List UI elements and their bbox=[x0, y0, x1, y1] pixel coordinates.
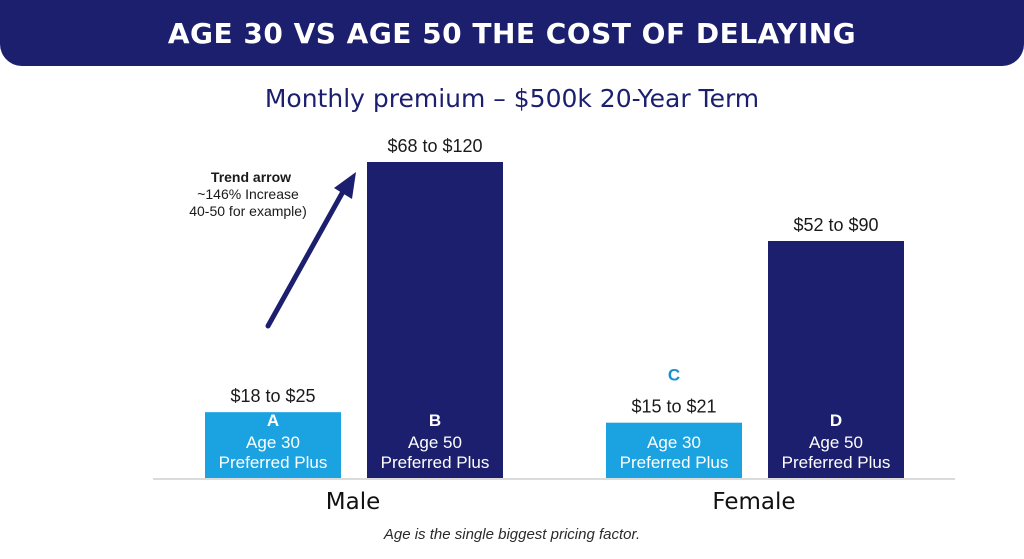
annotation-line: ~146% Increase bbox=[197, 186, 299, 202]
bar-label-age: Age 50 bbox=[408, 433, 462, 452]
bar-label-class: Preferred Plus bbox=[620, 453, 729, 472]
group-label-female: Female bbox=[712, 489, 795, 515]
bar-d bbox=[768, 241, 904, 478]
data-label-b: $68 to $120 bbox=[387, 136, 482, 156]
bar-label-class: Preferred Plus bbox=[219, 453, 328, 472]
bar-letter-b: B bbox=[429, 411, 441, 430]
bar-letter-a: A bbox=[267, 411, 279, 430]
trend-arrow-shaft bbox=[265, 185, 348, 329]
trend-arrow-head bbox=[334, 172, 356, 199]
annotation-title: Trend arrow bbox=[211, 169, 291, 185]
bar-label-age: Age 30 bbox=[647, 433, 701, 452]
data-label-c: $15 to $21 bbox=[631, 397, 716, 417]
bar-letter-d: D bbox=[830, 411, 842, 430]
bar-label-age: Age 50 bbox=[809, 433, 863, 452]
bar-c bbox=[606, 422, 742, 478]
chart-subtitle: Monthly premium – $500k 20-Year Term bbox=[264, 84, 760, 113]
bar-letter-c: C bbox=[668, 366, 680, 385]
data-label-a: $18 to $25 bbox=[230, 386, 315, 406]
page-title: AGE 30 VS AGE 50 THE COST OF DELAYING bbox=[167, 16, 857, 50]
footer-caption: Age is the single biggest pricing factor… bbox=[383, 526, 641, 543]
bar-b bbox=[367, 162, 503, 478]
bar-label-class: Preferred Plus bbox=[782, 453, 891, 472]
annotation-line: 40-50 for example) bbox=[189, 203, 307, 219]
bar-label-age: Age 30 bbox=[246, 433, 300, 452]
data-label-d: $52 to $90 bbox=[793, 215, 878, 235]
group-label-male: Male bbox=[326, 489, 380, 515]
bar-a bbox=[205, 412, 341, 478]
bar-label-class: Preferred Plus bbox=[381, 453, 490, 472]
title-banner: AGE 30 VS AGE 50 THE COST OF DELAYING bbox=[0, 0, 1024, 66]
